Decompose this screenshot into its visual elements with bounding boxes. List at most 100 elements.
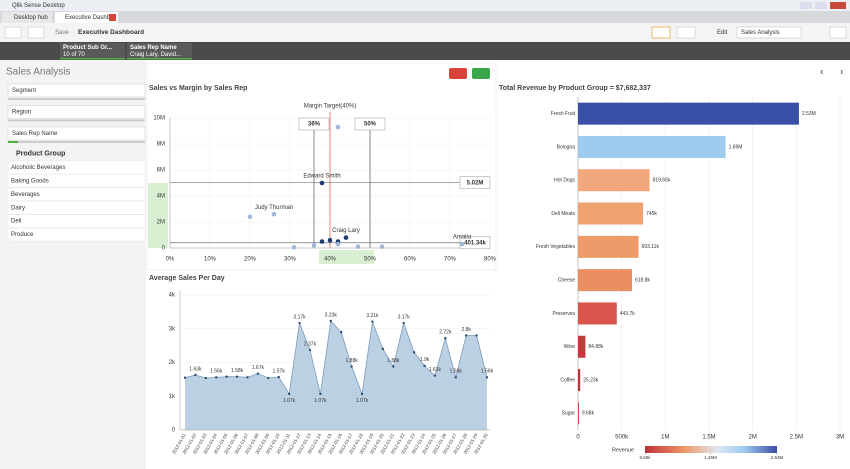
value-label: 1.88k: [387, 358, 400, 364]
value-label: 819.65k: [653, 178, 671, 184]
reference-label: 50%: [364, 122, 377, 128]
value-label: 1.69M: [729, 144, 743, 150]
cancel-selection[interactable]: [449, 68, 467, 79]
prev-sheet[interactable]: ‹: [820, 67, 823, 78]
value-label: 1.56k: [210, 369, 223, 375]
y-tick-label: Wine: [564, 344, 576, 350]
data-point[interactable]: [291, 245, 297, 250]
filter-box[interactable]: [7, 105, 146, 119]
list-item[interactable]: [7, 174, 146, 188]
save-button[interactable]: Save: [55, 30, 69, 36]
filter-box[interactable]: [7, 83, 146, 98]
data-point[interactable]: [459, 241, 465, 247]
data-point: [277, 375, 280, 379]
next-sheet[interactable]: ›: [840, 67, 843, 78]
y-tick-label: 0: [172, 428, 176, 434]
filter-label: Region: [12, 110, 31, 116]
x-tick-label: 500k: [615, 435, 629, 441]
data-point[interactable]: [271, 211, 277, 217]
close-window[interactable]: [830, 2, 846, 9]
reference-label: 5.02M: [467, 180, 484, 186]
data-point[interactable]: [343, 235, 349, 240]
list-item-label: Alcoholic Beverages: [11, 165, 65, 171]
y-tick-label: 10M: [153, 116, 165, 122]
x-tick-label: 1M: [661, 435, 669, 441]
bar[interactable]: [578, 169, 650, 192]
data-point: [308, 348, 312, 352]
sheet-title: Sales Analysis: [6, 67, 70, 78]
list-item[interactable]: [7, 227, 146, 242]
data-point[interactable]: [247, 214, 253, 220]
data-point: [329, 319, 332, 323]
selection-field: Product Sub Gr...: [63, 45, 112, 51]
value-label: 1.07k: [283, 398, 296, 404]
data-point[interactable]: [335, 124, 341, 130]
list-item[interactable]: [7, 187, 146, 202]
selection-chip[interactable]: [60, 43, 125, 59]
filter-label: Sales Rep Name: [12, 131, 58, 137]
data-point: [204, 376, 208, 380]
data-point: [298, 321, 301, 325]
value-label: 2.37k: [304, 341, 317, 347]
y-tick-label: Deli Meats: [551, 211, 575, 217]
x-tick-label: 1.5M: [702, 435, 715, 441]
selection-bar: [0, 42, 850, 60]
maximize[interactable]: [815, 2, 827, 9]
reference-label-box: [459, 176, 491, 189]
close-tab[interactable]: [109, 14, 116, 21]
data-point[interactable]: [355, 244, 361, 249]
sheet-selector[interactable]: [736, 26, 802, 39]
reference-label: 401.34k: [464, 240, 486, 246]
bookmark-button[interactable]: [676, 26, 696, 39]
app-menu[interactable]: [27, 26, 45, 39]
list-item-label: Deli: [11, 219, 21, 225]
data-point: [402, 321, 405, 325]
bar[interactable]: [578, 335, 586, 358]
x-tick-label: 0%: [166, 257, 175, 263]
list-header: [8, 147, 145, 159]
selection-chip[interactable]: [127, 43, 192, 59]
confirm-selection[interactable]: [472, 68, 490, 79]
data-point[interactable]: [311, 243, 317, 248]
list-item-label: Dairy: [11, 205, 25, 211]
x-tick-label: 2.5M: [790, 435, 803, 441]
list-item[interactable]: [7, 200, 146, 215]
reference-label: Margin Target(40%): [304, 104, 357, 110]
edit-button[interactable]: Edit: [717, 30, 728, 36]
data-point: [350, 365, 353, 368]
point-label: Judy Thurman: [255, 205, 293, 211]
x-tick-label: 80%: [484, 257, 497, 263]
point-label: Edward Smith: [303, 174, 340, 180]
list-item[interactable]: [7, 160, 146, 175]
data-point[interactable]: [379, 244, 385, 249]
bar[interactable]: [578, 135, 726, 158]
data-point[interactable]: [319, 239, 325, 244]
data-point: [360, 392, 364, 396]
sheets-button[interactable]: [829, 26, 847, 39]
tab[interactable]: [2, 12, 52, 23]
list-item[interactable]: [7, 214, 146, 228]
data-point: [444, 337, 447, 340]
data-point[interactable]: [327, 237, 333, 243]
minimize[interactable]: [800, 2, 812, 9]
data-point[interactable]: [319, 180, 325, 186]
value-label: 84.88k: [588, 344, 604, 350]
list-item-label: Baking Goods: [11, 178, 49, 184]
filter-bar: [8, 98, 145, 100]
chart-title: Average Sales Per Day: [149, 275, 225, 282]
bar[interactable]: [578, 102, 799, 125]
tab-active[interactable]: [55, 12, 118, 23]
story-button[interactable]: [651, 26, 671, 39]
x-tick-label: 0: [576, 435, 580, 441]
nav-menu[interactable]: [4, 26, 22, 39]
bar[interactable]: [578, 202, 644, 225]
bar[interactable]: [578, 269, 633, 292]
data-point[interactable]: [335, 241, 341, 247]
data-point: [381, 347, 385, 351]
bar[interactable]: [578, 235, 639, 258]
filter-box[interactable]: [7, 126, 146, 141]
bar[interactable]: [578, 302, 617, 325]
bar[interactable]: [578, 369, 581, 392]
bar[interactable]: [578, 402, 579, 425]
chip-indicator: [60, 58, 125, 60]
